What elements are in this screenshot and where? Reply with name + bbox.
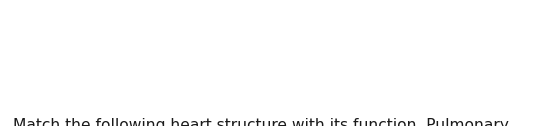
Text: Match the following heart structure with its function. Pulmonary: Match the following heart structure with… — [13, 118, 509, 126]
